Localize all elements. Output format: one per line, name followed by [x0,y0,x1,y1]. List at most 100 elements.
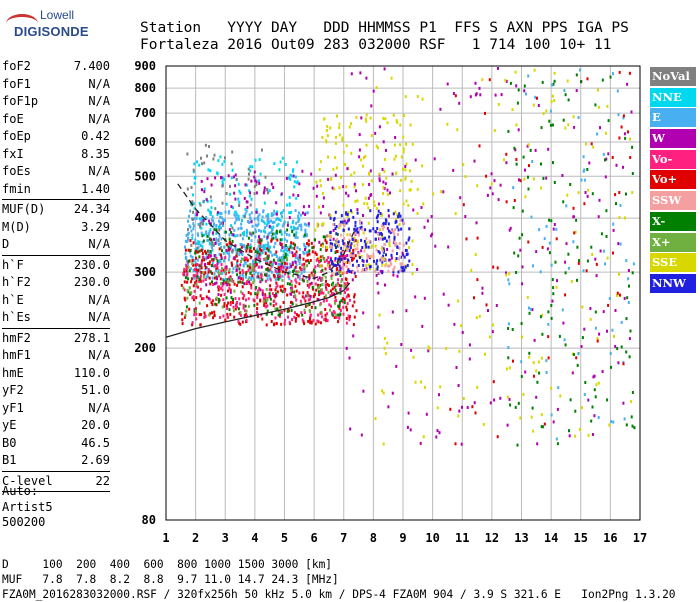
echo-point [529,148,532,152]
echo-point [276,277,279,280]
echo-point [184,239,187,243]
echo-point [394,136,397,139]
y-tick-label: 300 [134,265,156,279]
echo-point [236,261,239,264]
echo-point [336,238,339,242]
echo-point [395,119,398,123]
echo-point [239,313,242,317]
echo-point [356,243,359,247]
echo-point [321,278,324,282]
echo-point [556,442,559,446]
echo-point [400,227,403,231]
echo-point [496,435,499,439]
echo-point [263,246,265,249]
echo-point [212,257,215,261]
echo-point [277,266,280,270]
echo-point [267,213,270,217]
echo-point [295,289,298,293]
echo-point [281,279,284,282]
echo-point [310,281,313,285]
echo-point [258,286,261,290]
echo-point [332,281,335,285]
echo-point [547,310,550,314]
echo-point [625,192,627,196]
echo-point [406,425,409,429]
echo-point [219,215,222,219]
echo-point [319,179,322,183]
echo-point [493,398,496,402]
echo-point [211,215,214,219]
echo-point [275,285,278,289]
echo-point [594,326,597,330]
echo-point [213,228,216,232]
echo-point [553,223,556,226]
echo-point [260,245,263,249]
echo-point [265,299,268,303]
echo-point [220,245,223,249]
echo-point [250,211,253,215]
echo-point [420,206,423,209]
echo-point [237,182,240,186]
echo-point [394,220,397,224]
echo-point [202,271,205,275]
echo-point [577,116,580,119]
echo-point [185,269,188,273]
parameter-row: h`F2 230.0 [2,274,110,292]
y-tick-label: 600 [134,135,156,149]
parameter-value: 2.69 [81,453,110,467]
echo-point [575,73,578,77]
echo-point [380,233,383,237]
echo-point [257,222,260,226]
echo-point [303,244,306,248]
echo-point [315,180,318,184]
echo-point [256,252,259,256]
echo-point [288,247,291,251]
echo-point [248,265,251,269]
echo-point [231,226,234,230]
echo-point [514,405,517,409]
echo-point [213,222,215,226]
echo-point [264,226,267,230]
echo-point [325,299,328,302]
echo-point [303,222,306,226]
echo-point [383,337,386,340]
echo-point [344,254,346,258]
echo-point [280,232,283,236]
echo-point [330,274,333,278]
echo-point [292,254,295,258]
echo-point [218,219,221,223]
echo-point [350,72,353,76]
echo-point [564,260,567,264]
echo-point [189,254,192,258]
echo-point [254,158,257,162]
echo-point [341,271,344,275]
echo-point [293,180,296,184]
echo-point [405,241,408,245]
echo-point [362,214,364,217]
echo-point [208,260,211,264]
echo-point [408,188,411,192]
echo-point [283,256,286,259]
echo-point [239,311,242,315]
echo-point [390,76,393,80]
echo-point [209,222,212,226]
echo-point [297,219,300,223]
echo-point [291,246,294,250]
echo-point [183,267,186,271]
echo-point [193,162,196,166]
echo-point [347,259,350,263]
echo-point [237,216,240,220]
echo-point [342,228,345,232]
echo-point [264,257,267,261]
echo-point [267,233,270,236]
echo-point [567,266,570,270]
echo-point [247,177,250,181]
echo-point [220,212,223,216]
echo-point [207,238,210,242]
echo-point [238,297,241,301]
echo-point [247,297,250,301]
echo-point [388,244,391,248]
echo-point [185,305,188,309]
echo-point [345,305,348,309]
echo-point [624,216,626,220]
